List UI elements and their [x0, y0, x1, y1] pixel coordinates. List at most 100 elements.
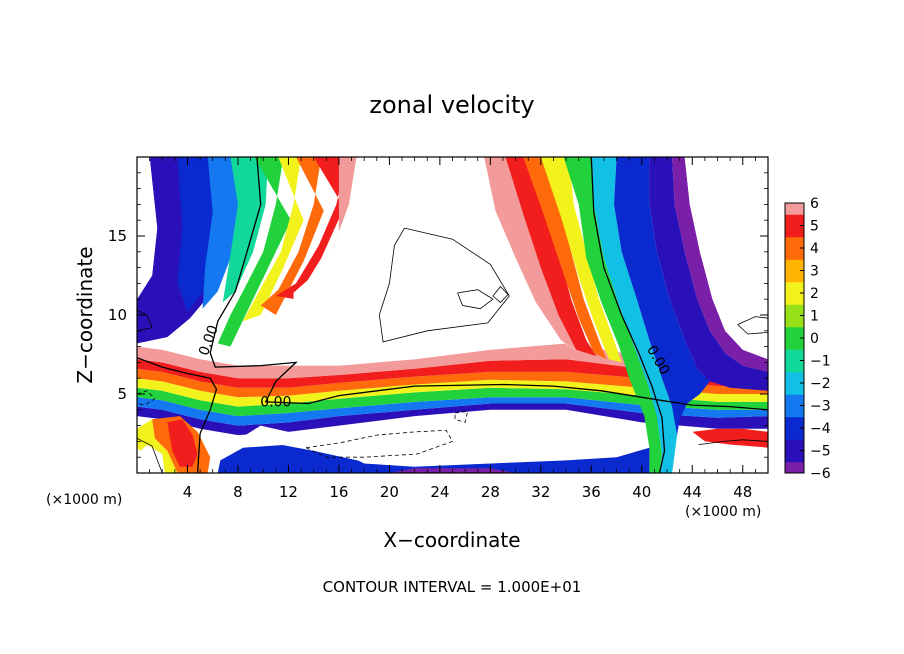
velocity-band — [540, 157, 622, 363]
colorbar-label: −6 — [810, 466, 831, 482]
out-of-range-region — [684, 157, 768, 360]
x-tick-label: 32 — [531, 483, 550, 501]
velocity-band — [137, 378, 768, 407]
velocity-band — [649, 157, 768, 391]
colorbar-label: −2 — [810, 376, 831, 392]
colorbar-label: −1 — [810, 354, 831, 370]
x-tick-label: 12 — [279, 483, 298, 501]
colorbar-swatch — [785, 214, 804, 226]
velocity-band — [167, 419, 198, 467]
velocity-band — [217, 157, 291, 347]
out-of-range-region — [677, 431, 768, 473]
x-tick-label: 44 — [683, 483, 702, 501]
velocity-band — [260, 157, 324, 315]
colorbar-swatch — [785, 349, 804, 361]
contour-lines — [137, 157, 768, 473]
contour-line — [457, 289, 494, 310]
colorbar-swatch — [785, 293, 804, 305]
x-axis-unit: (×1000 m) — [685, 504, 761, 520]
negative-contour-line — [305, 429, 454, 458]
contour-line — [378, 227, 510, 343]
x-axis: 4 8 12 16 20 24 28 32 36 40 44 48 — [149, 157, 756, 501]
colorbar: 6 5 4 3 2 1 0 −1 −2 −3 −4 −5 −6 — [784, 196, 831, 482]
colorbar-swatch — [785, 338, 804, 350]
velocity-band — [243, 157, 304, 322]
velocity-band — [137, 419, 178, 473]
colorbar-swatch — [785, 428, 804, 440]
colorbar-swatch — [785, 394, 804, 406]
x-tick-label: 8 — [233, 483, 243, 501]
colorbar-label: −5 — [810, 444, 831, 460]
zero-contour-line — [209, 157, 768, 411]
x-tick-label: 4 — [183, 483, 193, 501]
colorbar-swatch — [785, 203, 804, 215]
velocity-band — [614, 157, 710, 436]
colorbar-swatch — [785, 416, 804, 429]
x-tick-label: 28 — [481, 483, 500, 501]
colorbar-swatch — [785, 259, 804, 271]
velocity-band — [505, 157, 597, 357]
velocity-band — [137, 387, 768, 417]
x-tick-label: 16 — [329, 483, 348, 501]
y-axis-label: Z−coordinate — [73, 246, 97, 383]
zero-contour-line — [590, 157, 666, 473]
y-tick-label: 15 — [108, 227, 127, 245]
colorbar-label: 2 — [810, 286, 819, 302]
colorbar-swatch — [785, 304, 804, 316]
colorbar-label: −3 — [810, 399, 831, 415]
colorbar-swatch — [785, 450, 804, 463]
x-tick-label: 40 — [632, 483, 651, 501]
colorbar-swatch — [785, 225, 804, 238]
y-axis: 5 10 15 — [108, 172, 768, 458]
colorbar-swatch — [785, 405, 804, 418]
colorbar-swatch — [785, 315, 804, 328]
colorbar-label: 0 — [810, 331, 819, 347]
colorbar-label: −4 — [810, 421, 831, 437]
out-of-range-region — [137, 157, 158, 300]
zero-contour-line — [137, 357, 218, 473]
negative-contour-line — [454, 410, 469, 423]
colorbar-label: 6 — [810, 196, 819, 212]
velocity-band — [137, 397, 768, 426]
velocity-band — [137, 403, 768, 436]
negative-contour-line — [137, 390, 156, 406]
contour-interval-note: CONTOUR INTERVAL = 1.000E+01 — [323, 578, 582, 596]
colorbar-label: 3 — [810, 264, 819, 280]
colorbar-label: 5 — [810, 219, 819, 235]
x-tick-label: 48 — [733, 483, 752, 501]
contour-line — [737, 316, 768, 335]
contour-line — [137, 437, 163, 473]
velocity-band — [293, 157, 357, 293]
out-of-range-region — [245, 416, 617, 466]
velocity-band — [591, 157, 678, 473]
colorbar-swatch — [785, 326, 804, 339]
colorbar-swatch — [785, 236, 804, 249]
colorbar-swatch — [785, 439, 804, 451]
contour-line — [137, 309, 153, 332]
x-tick-label: 20 — [380, 483, 399, 501]
y-tick-label: 5 — [117, 385, 127, 403]
colorbar-swatch — [785, 281, 804, 294]
colorbar-label: 4 — [810, 241, 819, 257]
velocity-band — [137, 359, 768, 388]
colorbar-swatch — [785, 248, 804, 260]
out-of-range-region — [137, 444, 165, 473]
y-axis-unit: (×1000 m) — [46, 492, 122, 508]
contour-label: 0.00 — [260, 395, 291, 411]
contour-line — [698, 439, 768, 445]
out-of-range-region — [293, 157, 579, 366]
y-tick-label: 10 — [108, 306, 127, 324]
colorbar-swatch — [785, 383, 804, 395]
velocity-band — [137, 368, 768, 398]
velocity-band — [523, 157, 607, 360]
colorbar-swatch — [785, 360, 804, 373]
velocity-band — [563, 157, 662, 473]
colorbar-swatch — [785, 461, 804, 474]
colorbar-label: 1 — [810, 309, 819, 325]
velocity-band — [672, 157, 768, 372]
x-tick-label: 36 — [582, 483, 601, 501]
colorbar-swatch — [785, 371, 804, 384]
velocity-band — [222, 157, 269, 303]
x-tick-label: 24 — [430, 483, 449, 501]
